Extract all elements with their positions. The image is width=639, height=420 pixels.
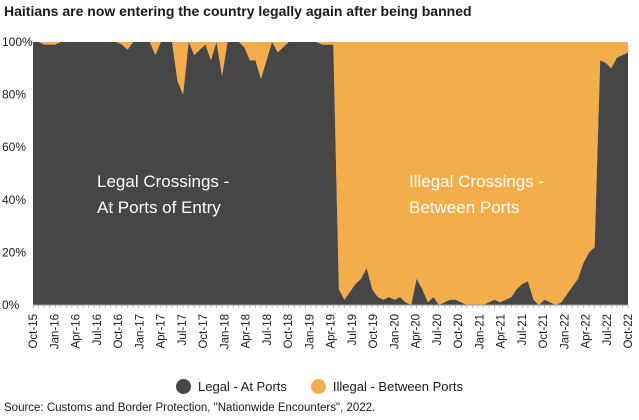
x-tick-label: Jan-16: [49, 314, 61, 349]
x-tick-label: Jan-17: [134, 314, 146, 349]
legend-swatch-legal: [176, 379, 192, 394]
x-tick-label: Jul-19: [347, 314, 359, 345]
y-axis: 0% 20% 40% 60% 80% 100%: [2, 35, 33, 312]
legend-item-illegal: Illegal - Between Ports: [310, 379, 463, 394]
legend-label-legal: Legal - At Ports: [198, 379, 287, 394]
x-tick-label: Oct-18: [283, 314, 295, 349]
x-tick-label: Jul-21: [517, 314, 529, 345]
x-tick-label: Apr-16: [71, 314, 83, 349]
x-axis: Oct-15 Jan-16 Apr-16 Jul-16 Oct-16 Jan-17 Apr-…: [28, 304, 635, 349]
x-tick-label: Oct-15: [28, 314, 40, 349]
x-tick-label: Jul-18: [262, 314, 274, 345]
y-tick-label: 80%: [2, 88, 26, 102]
x-tick-label: Apr-17: [156, 314, 168, 349]
annotation-label: Illegal Crossings -Between Ports: [409, 172, 544, 217]
area-chart: 0% 20% 40% 60% 80% 100% Oct-15 Jan-16 Apr-16 Jul…: [2, 35, 635, 349]
series-area-illegal: [33, 42, 628, 305]
legend-label-illegal: Illegal - Between Ports: [332, 379, 463, 394]
x-tick-label: Jan-22: [559, 314, 571, 349]
annotations: Legal Crossings -At Ports of Entry Illega…: [97, 172, 544, 217]
x-tick-label: Oct-20: [453, 314, 465, 349]
legend: Legal - At Ports Illegal - Between Ports: [0, 379, 639, 394]
x-tick-label: Apr-20: [411, 314, 423, 349]
x-tick-label: Jul-17: [177, 314, 189, 345]
plot-area: [33, 42, 628, 305]
x-tick-label: Jan-19: [304, 314, 316, 349]
x-tick-label: Jul-20: [432, 314, 444, 345]
legend-swatch-illegal: [310, 379, 326, 394]
source-note: Source: Customs and Border Protection, "…: [4, 402, 376, 414]
y-tick-label: 60%: [2, 140, 26, 154]
y-tick-label: 0%: [2, 298, 20, 312]
x-tick-label: Jan-18: [219, 314, 231, 349]
x-tick-label: Jul-16: [92, 314, 104, 345]
x-tick-label: Oct-19: [368, 314, 380, 349]
y-tick-label: 40%: [2, 193, 26, 207]
y-tick-label: 100%: [2, 35, 33, 49]
x-tick-label: Apr-21: [496, 314, 508, 349]
chart-title: Haitians are now entering the country le…: [4, 3, 472, 19]
x-tick-label: Oct-22: [623, 314, 635, 349]
x-tick-label: Apr-19: [326, 314, 338, 349]
x-tick-label: Apr-18: [241, 314, 253, 349]
x-tick-label: Apr-22: [581, 314, 593, 349]
annotation-label: Legal Crossings -At Ports of Entry: [97, 172, 229, 217]
y-tick-label: 20%: [2, 245, 26, 259]
x-tick-label: Jan-20: [389, 314, 401, 349]
series-area-legal: [33, 42, 628, 305]
x-tick-label: Jul-22: [602, 314, 614, 345]
x-tick-label: Oct-21: [538, 314, 550, 349]
x-tick-label: Oct-17: [198, 314, 210, 349]
x-tick-label: Oct-16: [113, 314, 125, 349]
x-tick-label: Jan-21: [474, 314, 486, 349]
legend-item-legal: Legal - At Ports: [176, 379, 287, 394]
